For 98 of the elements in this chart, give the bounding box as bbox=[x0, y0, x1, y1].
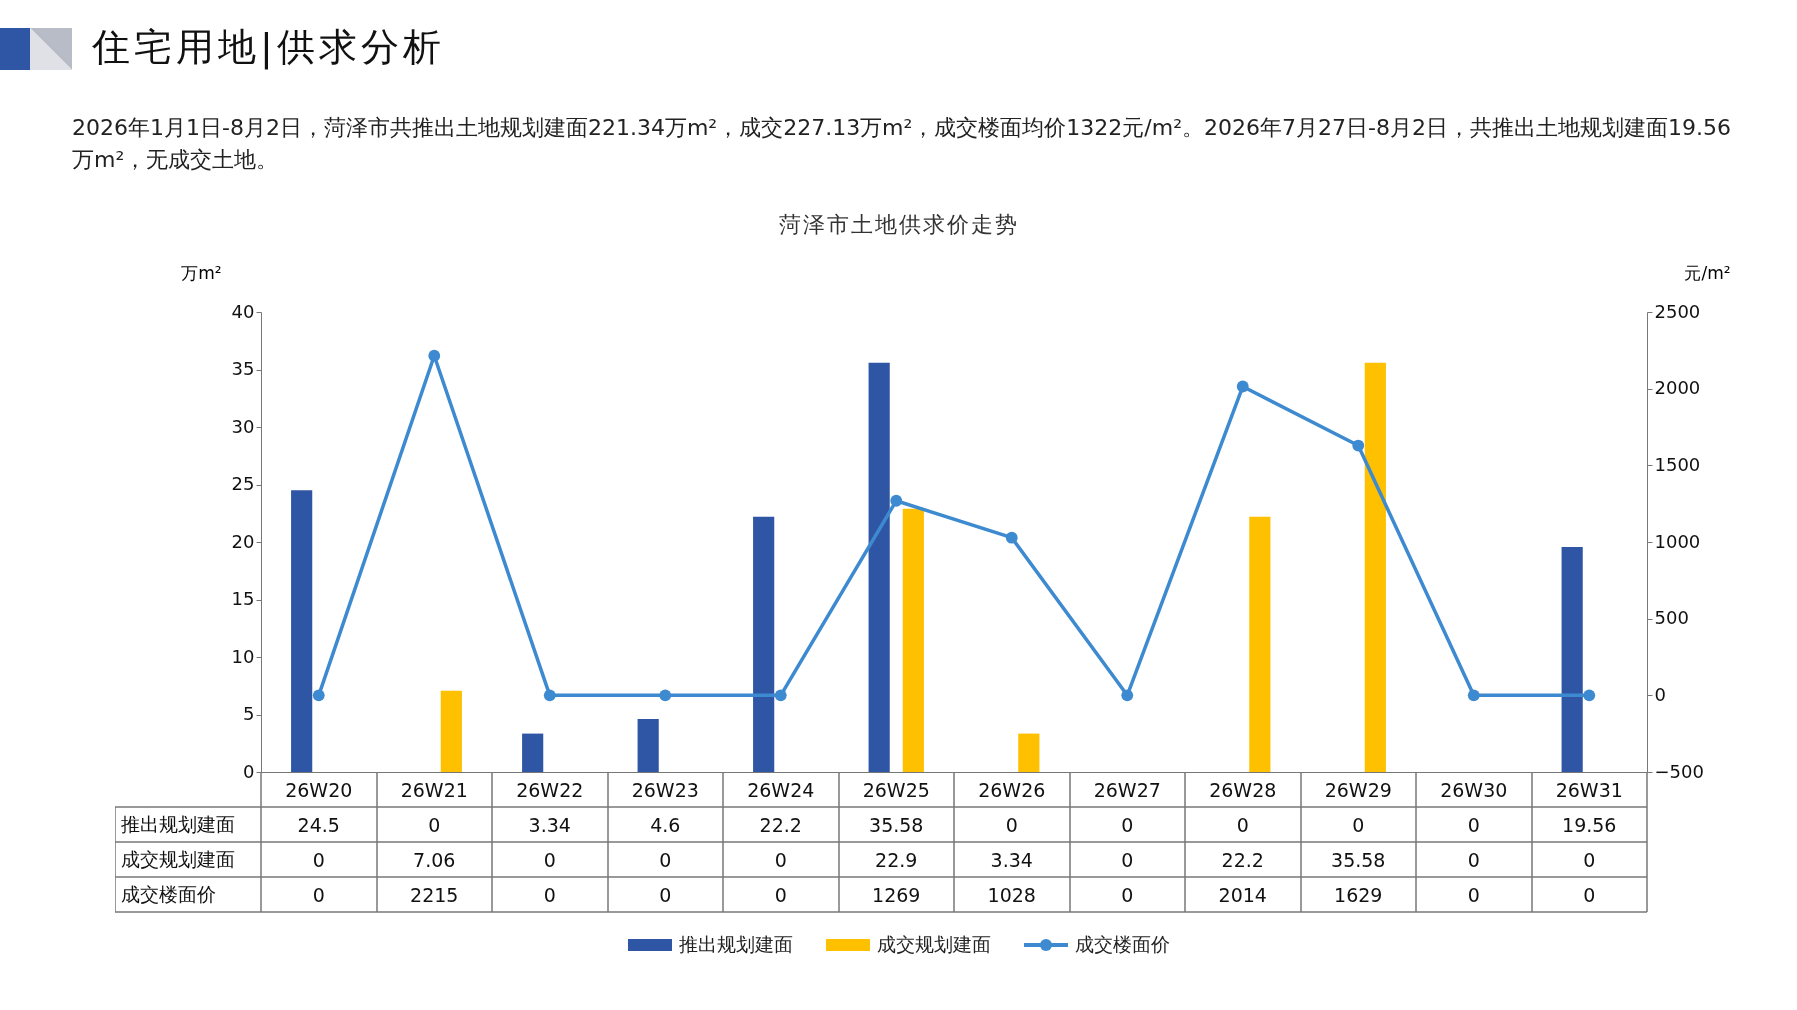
data-label: 0 bbox=[1120, 882, 1135, 908]
point bbox=[659, 689, 672, 702]
data-label: 0 bbox=[658, 847, 673, 873]
data-label: 0 bbox=[311, 847, 326, 873]
bar bbox=[522, 733, 544, 772]
legend-label: 成交楼面价 bbox=[1075, 932, 1170, 957]
y-tick-label: 15 bbox=[231, 588, 255, 609]
data-label: 0 bbox=[1466, 812, 1481, 838]
data-label: 0 bbox=[1351, 812, 1366, 838]
y-tick-label: 20 bbox=[231, 530, 255, 552]
x-tick-label: 26W27 bbox=[1092, 777, 1162, 803]
x-tick-label: 26W20 bbox=[284, 777, 354, 803]
point bbox=[1467, 689, 1480, 702]
data-label: 0 bbox=[1582, 882, 1597, 908]
data-label: 1028 bbox=[986, 882, 1037, 908]
data-label: 1269 bbox=[871, 882, 922, 908]
data-label: 0 bbox=[1466, 882, 1481, 908]
data-label: 22.2 bbox=[1220, 847, 1265, 873]
chart-title: 住宅用地|供求分析 bbox=[92, 24, 445, 72]
y2-axis-title: 元/m² bbox=[1684, 262, 1731, 283]
data-label: 7.06 bbox=[412, 847, 457, 873]
data-label: 22.2 bbox=[758, 812, 803, 838]
y2-tick-label: 1000 bbox=[1654, 530, 1701, 552]
data-label: 0 bbox=[1004, 812, 1019, 838]
x-tick-label: 26W24 bbox=[746, 777, 816, 803]
data-label: 2215 bbox=[409, 882, 460, 908]
bar bbox=[868, 362, 890, 772]
point bbox=[312, 689, 325, 702]
point bbox=[1352, 439, 1365, 452]
data-label: 0 bbox=[773, 847, 788, 873]
bar bbox=[440, 690, 462, 772]
text: 成交楼面价 bbox=[121, 882, 216, 905]
data-label: 4.6 bbox=[649, 812, 682, 838]
x-tick-label: 26W21 bbox=[399, 777, 469, 803]
data-label: 0 bbox=[1235, 812, 1250, 838]
data-label: 0 bbox=[542, 882, 557, 908]
x-tick-label: 26W28 bbox=[1208, 777, 1278, 803]
point bbox=[774, 689, 787, 702]
data-label: 2014 bbox=[1217, 882, 1268, 908]
data-label: 0 bbox=[773, 882, 788, 908]
legend-label: 推出规划建面 bbox=[679, 932, 793, 957]
x-tick-label: 26W30 bbox=[1439, 777, 1509, 803]
x-tick-label: 26W26 bbox=[977, 777, 1047, 803]
chart-subtitle: 2026年1月1日-8月2日，菏泽市共推出土地规划建面221.34万m²，成交227.13万m²，成交楼面均价1322元/m²。2026年7月27日-8月2日，共推出土地规划建面19.56万m²，无成交土地。 bbox=[72, 114, 1732, 174]
data-label: 0 bbox=[1466, 847, 1481, 873]
point bbox=[890, 494, 903, 507]
point bbox=[428, 349, 441, 362]
point bbox=[1121, 689, 1134, 702]
y-tick-label: 0 bbox=[243, 760, 255, 782]
y-tick-label: 40 bbox=[231, 300, 255, 322]
bar bbox=[291, 490, 313, 772]
y-axis-title: 万m² bbox=[181, 262, 222, 283]
data-label: 0 bbox=[427, 812, 442, 838]
text: 菏泽市土地供求价走势 bbox=[777, 211, 1020, 239]
x-tick-label: 26W22 bbox=[515, 777, 585, 803]
point bbox=[1236, 380, 1249, 393]
y2-tick-label: 2000 bbox=[1654, 377, 1701, 399]
bar bbox=[637, 719, 659, 772]
data-label: 0 bbox=[1582, 847, 1597, 873]
y2-tick-label: −500 bbox=[1654, 760, 1704, 782]
y-tick-label: 30 bbox=[231, 415, 255, 437]
bar bbox=[902, 508, 924, 772]
bar bbox=[753, 516, 775, 772]
x-tick-label: 26W23 bbox=[630, 777, 700, 803]
data-label: 0 bbox=[1120, 847, 1135, 873]
data-label: 19.56 bbox=[1561, 812, 1618, 838]
data-label: 35.58 bbox=[868, 812, 925, 838]
y-tick-label: 10 bbox=[231, 645, 255, 667]
data-label: 35.58 bbox=[1330, 847, 1387, 873]
point bbox=[1005, 531, 1018, 544]
data-label: 0 bbox=[658, 882, 673, 908]
bar bbox=[1249, 516, 1271, 772]
data-label: 0 bbox=[1120, 812, 1135, 838]
x-tick-label: 26W31 bbox=[1554, 777, 1624, 803]
y2-tick-label: 1500 bbox=[1654, 453, 1701, 475]
y2-tick-label: 0 bbox=[1654, 683, 1666, 705]
y2-tick-label: 500 bbox=[1654, 607, 1689, 629]
data-label: 3.34 bbox=[989, 847, 1034, 873]
data-label: 0 bbox=[542, 847, 557, 873]
text: 推出规划建面 bbox=[121, 812, 235, 835]
y-tick-label: 25 bbox=[231, 473, 255, 494]
x-tick-label: 26W29 bbox=[1323, 777, 1393, 803]
y-tick-label: 5 bbox=[243, 703, 255, 724]
data-label: 24.5 bbox=[296, 812, 341, 838]
point bbox=[543, 689, 556, 702]
y2-tick-label: 2500 bbox=[1654, 300, 1701, 322]
bar bbox=[1364, 362, 1386, 772]
data-label: 1629 bbox=[1333, 882, 1384, 908]
data-label: 3.34 bbox=[527, 812, 572, 838]
bar bbox=[1018, 733, 1040, 772]
x-tick-label: 26W25 bbox=[861, 777, 931, 803]
y-tick-label: 35 bbox=[231, 358, 255, 379]
text: 成交规划建面 bbox=[121, 847, 235, 870]
bar bbox=[1561, 547, 1583, 772]
data-label: 0 bbox=[311, 882, 326, 908]
legend-label: 成交规划建面 bbox=[877, 932, 991, 957]
point bbox=[1583, 689, 1596, 702]
data-label: 22.9 bbox=[874, 847, 919, 873]
